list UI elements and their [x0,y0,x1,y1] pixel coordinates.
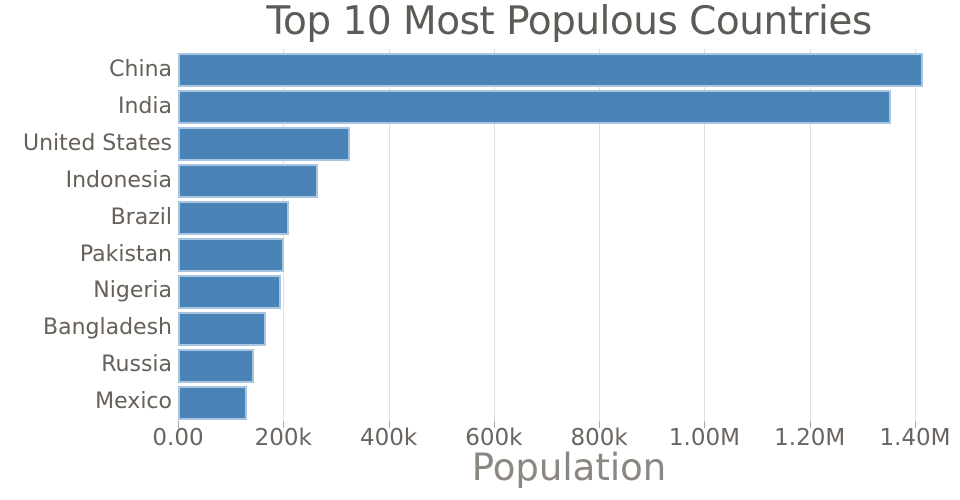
x-tick-mark [704,421,706,428]
bar-bangladesh [178,311,266,346]
y-tick-label-pakistan: Pakistan [79,241,172,267]
plot-area [178,49,960,421]
gridline-400k [388,49,390,421]
gridline-1.00M [704,49,706,421]
y-tick-label-china: China [109,57,172,82]
x-tick-mark [914,421,916,428]
x-tick-mark [283,421,285,428]
bar-indonesia [178,164,319,199]
x-tick-mark [809,421,811,428]
x-tick-mark [493,421,495,428]
bar-nigeria [178,274,282,309]
x-tick-mark [388,421,390,428]
x-tick-mark [599,421,601,428]
y-tick-label-russia: Russia [101,352,172,378]
y-tick-label-indonesia: Indonesia [65,167,172,193]
x-axis-title: Population [471,446,667,489]
bar-mexico [178,385,247,420]
x-tick-label: 800k [570,425,628,451]
x-tick-mark [178,421,179,428]
bar-russia [178,348,254,383]
x-tick-label: 400k [359,425,418,451]
gridline-800k [599,49,601,421]
x-tick-label: 1.00M [668,425,740,451]
x-tick-label: 600k [465,425,523,451]
y-tick-label-mexico: Mexico [95,389,172,415]
x-axis: 0.00 200k 400k 600k 800k 1.00M 1.20M 1.40M [152,421,960,457]
bar-united-states [178,127,351,162]
x-tick-label: 1.20M [774,425,846,451]
bar-brazil [178,201,289,236]
bar-china [178,53,923,88]
chart-title: Top 10 Most Populous Countries [266,0,872,44]
gridline-600k [493,49,495,421]
y-tick-label-bangladesh: Bangladesh [43,315,172,341]
bar-pakistan [178,237,284,272]
y-tick-label-india: India [118,93,172,119]
gridline-1.40M [914,49,916,421]
x-tick-label: 1.40M [879,425,951,451]
y-tick-label-nigeria: Nigeria [93,278,172,304]
y-axis-labels: China India United States Indonesia Brazil Pa… [0,52,172,421]
y-tick-label-brazil: Brazil [110,204,172,230]
gridline-1.20M [809,49,811,421]
x-tick-label: 0.00 [152,425,204,451]
y-tick-label-united-states: United States [23,130,172,156]
x-tick-label: 200k [254,425,312,451]
bar-india [178,90,891,125]
